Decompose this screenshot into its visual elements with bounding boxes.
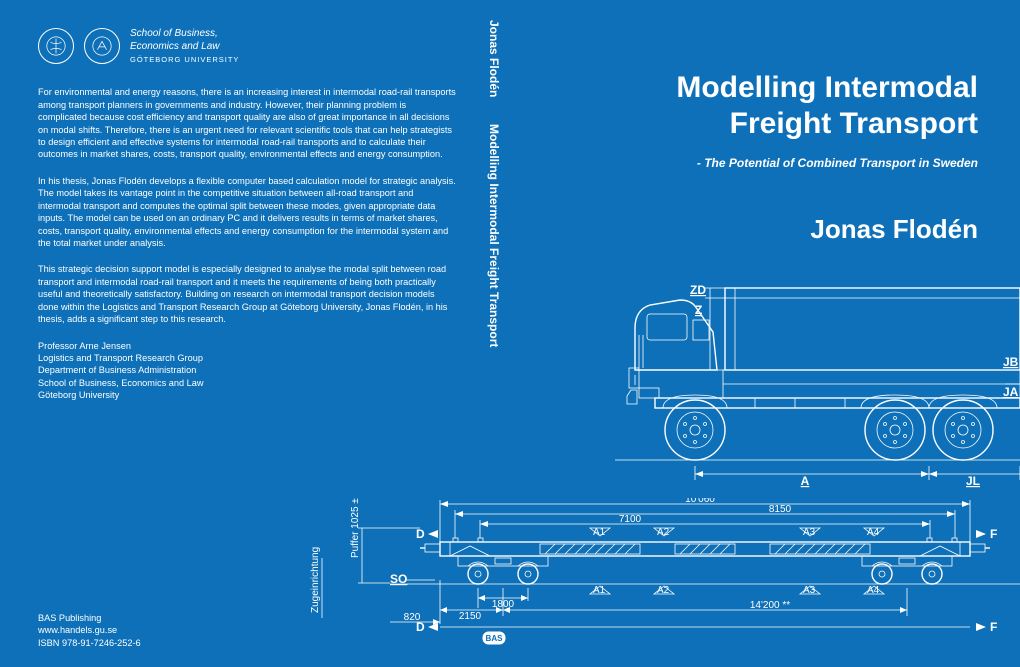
svg-text:A2: A2	[657, 585, 670, 596]
dim-label-ja: JA	[1003, 385, 1019, 399]
svg-text:A3: A3	[803, 585, 816, 596]
truck-blueprint-diagram: ZD Z JB JA A JL	[595, 280, 1020, 490]
school-line3: GÖTEBORG UNIVERSITY	[130, 55, 239, 64]
publisher-url: www.handels.gu.se	[38, 624, 141, 636]
book-author: Jonas Flodén	[508, 214, 978, 245]
publisher-name: BAS Publishing	[38, 612, 141, 624]
dim-2150: 2150	[459, 611, 482, 622]
bogie-left	[458, 556, 548, 584]
svg-text:A1: A1	[593, 527, 606, 538]
label-f-top: F	[990, 527, 997, 541]
dim-1800: 1800	[492, 599, 515, 610]
coupler-label: Zugeinrichtung	[310, 547, 321, 613]
book-title: Modelling Intermodal Freight Transport	[508, 70, 978, 142]
publisher-block: BAS Publishing www.handels.gu.se ISBN 97…	[38, 612, 141, 649]
signature-dept: Department of Business Administration	[38, 364, 456, 376]
signature-group: Logistics and Transport Research Group	[38, 352, 456, 364]
bogie-right	[862, 556, 952, 584]
book-subtitle: - The Potential of Combined Transport in…	[508, 156, 978, 170]
a-marker-top: A1 A2 A3 A4	[590, 527, 884, 538]
title-line: Modelling Intermodal	[508, 70, 978, 106]
title-line: Freight Transport	[508, 106, 978, 142]
university-seal-icon	[38, 28, 74, 64]
dim-label-jl: JL	[966, 474, 980, 488]
dim-label-zd: ZD	[690, 283, 706, 297]
label-f-bottom: F	[990, 620, 997, 633]
school-logo-block: School of Business, Economics and Law GÖ…	[38, 28, 456, 64]
school-line2: Economics and Law	[130, 41, 239, 54]
svg-text:A4: A4	[867, 585, 880, 596]
label-d-bottom: D	[416, 620, 425, 633]
dim-14200: 14'200 **	[750, 600, 790, 611]
bas-badge-icon: BAS	[482, 631, 506, 645]
school-line1: School of Business,	[130, 28, 239, 41]
school-name: School of Business, Economics and Law GÖ…	[130, 28, 239, 64]
dim-label-a: A	[801, 474, 810, 488]
label-d-top: D	[416, 527, 425, 541]
signature-block: Professor Arne Jensen Logistics and Tran…	[38, 340, 456, 402]
publisher-isbn: ISBN 978-91-7246-252-6	[38, 637, 141, 649]
signature-name: Professor Arne Jensen	[38, 340, 456, 352]
a-marker-bottom: A1 A2 A3 A4	[590, 585, 884, 596]
svg-text:A1: A1	[593, 585, 606, 596]
blurb-paragraph: This strategic decision support model is…	[38, 263, 456, 325]
back-cover-blurb: For environmental and energy reasons, th…	[38, 86, 456, 325]
railcar-blueprint-diagram: 10'060 8150 7100 D F A1 A2 A3 A4	[300, 498, 1020, 633]
signature-university: Göteborg University	[38, 389, 456, 401]
spine-title: Modelling Intermodal Freight Transport	[487, 124, 501, 347]
dim-label-jb: JB	[1003, 355, 1019, 369]
blurb-paragraph: In his thesis, Jonas Flodén develops a f…	[38, 175, 456, 250]
dim-10060: 10'060	[685, 498, 715, 505]
svg-text:A2: A2	[657, 527, 670, 538]
svg-text:A3: A3	[803, 527, 816, 538]
dim-7100: 7100	[619, 514, 642, 525]
spine-author: Jonas Flodén	[487, 20, 501, 97]
blurb-paragraph: For environmental and energy reasons, th…	[38, 86, 456, 161]
dim-8150: 8150	[769, 504, 792, 515]
spine-text: Jonas Flodén Modelling Intermodal Freigh…	[487, 20, 501, 347]
signature-school: School of Business, Economics and Law	[38, 377, 456, 389]
school-seal-icon	[84, 28, 120, 64]
svg-text:A4: A4	[867, 527, 880, 538]
bas-badge-text: BAS	[486, 634, 504, 643]
